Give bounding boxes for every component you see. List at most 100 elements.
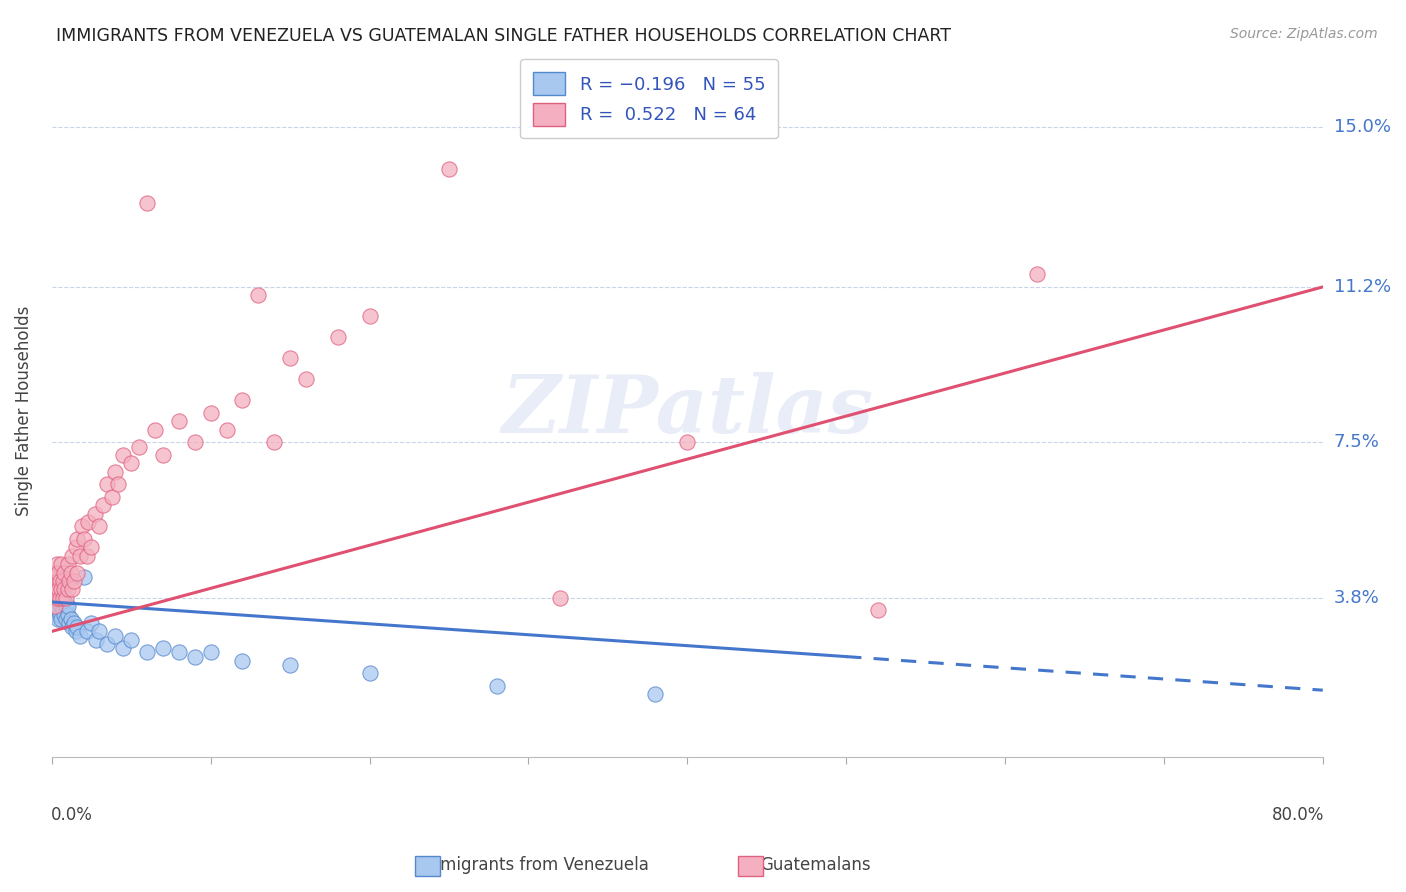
Point [104, 465, 127, 479]
Point [143, 423, 166, 437]
Point [45, 557, 67, 571]
Point [58, 615, 80, 630]
Text: 0.0%: 0.0% [51, 805, 93, 824]
Point [676, 435, 699, 450]
Point [56, 607, 79, 622]
Point [278, 658, 301, 673]
Point [51, 599, 73, 614]
Point [52, 574, 75, 588]
Point [45, 599, 67, 614]
Text: Immigrants from Venezuela: Immigrants from Venezuela [419, 856, 650, 874]
Point [53, 607, 76, 622]
Point [65, 624, 87, 639]
Point [215, 423, 238, 437]
Text: 80.0%: 80.0% [1271, 805, 1324, 824]
Text: 11.2%: 11.2% [1334, 278, 1391, 296]
Point [295, 372, 318, 386]
Point [44, 603, 66, 617]
Point [51, 582, 73, 597]
Point [60, 620, 83, 634]
Point [63, 574, 86, 588]
Point [167, 414, 190, 428]
Point [63, 615, 86, 630]
Point [107, 477, 129, 491]
Point [72, 532, 94, 546]
Point [69, 549, 91, 563]
Point [101, 490, 124, 504]
Text: Source: ZipAtlas.com: Source: ZipAtlas.com [1230, 27, 1378, 41]
Point [120, 456, 142, 470]
Point [112, 641, 135, 656]
Point [59, 566, 82, 580]
Point [66, 620, 89, 634]
Point [46, 582, 69, 597]
Point [42, 574, 65, 588]
Point [231, 654, 253, 668]
Point [77, 515, 100, 529]
Point [76, 624, 98, 639]
Point [44, 574, 66, 588]
Point [55, 599, 77, 614]
Point [48, 591, 70, 605]
Point [44, 566, 66, 580]
Point [83, 507, 105, 521]
Point [45, 607, 67, 622]
Point [45, 591, 67, 605]
Point [52, 591, 75, 605]
Point [42, 591, 65, 605]
Point [46, 612, 69, 626]
Point [53, 595, 76, 609]
Point [66, 532, 89, 546]
Point [60, 582, 83, 597]
Point [136, 195, 159, 210]
Point [56, 557, 79, 571]
Point [80, 615, 103, 630]
Legend: R = −0.196   N = 55, R =  0.522   N = 64: R = −0.196 N = 55, R = 0.522 N = 64 [520, 60, 778, 138]
Point [46, 591, 69, 605]
Point [46, 578, 69, 592]
Point [45, 574, 67, 588]
Point [51, 582, 73, 597]
Point [58, 574, 80, 588]
Point [96, 637, 118, 651]
Point [200, 406, 222, 420]
Point [84, 632, 107, 647]
Point [247, 288, 270, 302]
Point [128, 440, 150, 454]
Point [136, 645, 159, 659]
Point [46, 566, 69, 580]
Point [51, 612, 73, 626]
Point [152, 448, 174, 462]
Text: Guatemalans: Guatemalans [761, 856, 870, 874]
Point [60, 549, 83, 563]
Point [65, 541, 87, 555]
Point [44, 582, 66, 597]
Point [548, 591, 571, 605]
Text: 15.0%: 15.0% [1334, 119, 1391, 136]
Point [485, 679, 508, 693]
Point [53, 582, 76, 597]
Point [66, 566, 89, 580]
Point [45, 591, 67, 605]
Point [42, 582, 65, 597]
Point [89, 519, 111, 533]
Point [184, 435, 207, 450]
Point [44, 586, 66, 600]
Point [56, 582, 79, 597]
Point [55, 591, 77, 605]
Point [52, 603, 75, 617]
Point [44, 599, 66, 614]
Point [91, 499, 114, 513]
Point [89, 624, 111, 639]
Point [48, 595, 70, 609]
Point [644, 687, 666, 701]
Point [72, 570, 94, 584]
Point [42, 591, 65, 605]
Point [184, 649, 207, 664]
Point [80, 541, 103, 555]
Y-axis label: Single Father Households: Single Father Households [15, 306, 32, 516]
Point [96, 477, 118, 491]
Text: IMMIGRANTS FROM VENEZUELA VS GUATEMALAN SINGLE FATHER HOUSEHOLDS CORRELATION CHA: IMMIGRANTS FROM VENEZUELA VS GUATEMALAN … [56, 27, 952, 45]
Text: 7.5%: 7.5% [1334, 434, 1379, 451]
Point [278, 351, 301, 366]
